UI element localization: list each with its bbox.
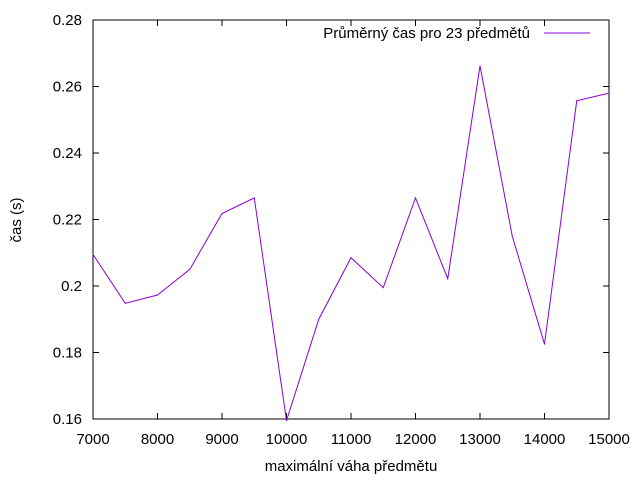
x-tick-label: 14000 <box>524 431 566 448</box>
y-tick-label: 0.26 <box>53 79 82 96</box>
data-point <box>157 294 158 296</box>
series-layer <box>92 65 610 422</box>
plot-frame <box>92 19 610 420</box>
data-point <box>350 257 352 259</box>
axis-ticks <box>92 19 610 420</box>
data-point <box>318 318 320 320</box>
y-axis-label: čas (s) <box>8 197 25 242</box>
y-tick-label: 0.18 <box>53 345 82 362</box>
legend-label: Průměrný čas pro 23 předmětů <box>323 25 530 42</box>
y-tick-label: 0.24 <box>53 145 82 162</box>
x-tick-label: 12000 <box>395 431 437 448</box>
x-tick-label: 9000 <box>205 431 238 448</box>
data-point <box>92 253 94 255</box>
y-tick-label: 0.2 <box>61 278 82 295</box>
axis-tick-labels: 7000 8000 9000 10000 11000 12000 13000 14000 150… <box>53 12 630 448</box>
x-tick-label: 10000 <box>266 431 308 448</box>
data-point <box>576 100 578 102</box>
data-point <box>189 268 191 270</box>
x-tick-label: 7000 <box>76 431 109 448</box>
x-axis-label: maximální váha předmětu <box>265 458 438 475</box>
x-tick-label: 11000 <box>331 431 372 448</box>
data-point <box>511 235 513 237</box>
data-point <box>544 343 545 345</box>
y-tick-label: 0.22 <box>53 212 82 229</box>
legend: Průměrný čas pro 23 předmětů <box>323 25 590 42</box>
data-point <box>608 92 610 94</box>
x-tick-label: 13000 <box>459 431 501 448</box>
data-point <box>415 197 416 199</box>
data-point <box>382 287 384 289</box>
data-point <box>124 302 126 304</box>
x-tick-label: 8000 <box>141 431 174 448</box>
y-tick-label: 0.28 <box>53 12 82 29</box>
data-point <box>221 213 223 215</box>
data-point <box>253 197 255 199</box>
data-point <box>479 65 481 67</box>
x-tick-label: 15000 <box>588 431 630 448</box>
y-tick-label: 0.16 <box>53 411 82 428</box>
data-point <box>286 420 287 422</box>
data-point <box>447 278 449 280</box>
series-line <box>92 65 610 421</box>
